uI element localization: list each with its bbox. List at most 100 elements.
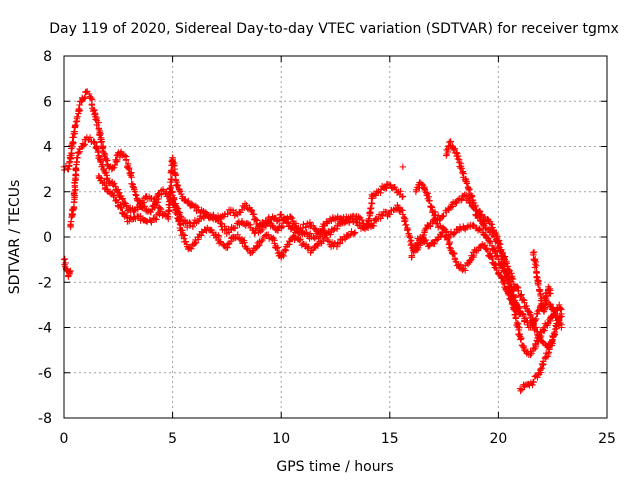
track-late-point: [469, 196, 477, 204]
track-main-point: [333, 225, 341, 233]
track-late-point: [477, 211, 485, 218]
track-lower-point: [450, 250, 458, 258]
track-upper-point: [418, 180, 426, 188]
track-upper-point: [176, 187, 184, 195]
track-lower-point: [62, 259, 69, 267]
track-lower-point: [437, 233, 445, 240]
track-upper-point: [170, 162, 178, 169]
track-late-point: [472, 203, 479, 210]
track-lower-point: [324, 236, 331, 244]
track-late-point: [454, 150, 461, 157]
track-main-point: [121, 152, 129, 159]
track-tail-point: [541, 354, 549, 362]
y-tick-label: -6: [38, 366, 52, 382]
track-upper-point: [339, 217, 346, 224]
track-main-point: [556, 301, 563, 309]
track-main-point: [122, 156, 130, 164]
track-late-point: [498, 246, 505, 253]
track-tail-point: [549, 336, 556, 344]
track-upper-point: [70, 204, 78, 212]
track-upper-point: [368, 200, 376, 207]
track-main-point: [74, 113, 81, 120]
track-lower-point: [61, 255, 69, 263]
track-lower-point: [457, 261, 464, 268]
track-late-point: [532, 324, 540, 331]
track-tail-point: [551, 328, 559, 336]
track-upper-point: [136, 203, 143, 210]
track-lower-point: [487, 250, 494, 257]
track-upper-point: [224, 210, 231, 217]
track-main-point: [514, 323, 522, 330]
track-late-point: [554, 320, 562, 327]
track-upper-point: [354, 219, 361, 226]
track-main-point: [470, 221, 477, 229]
track-main-point: [399, 211, 407, 218]
y-tick-labels: -8 -6 -4 -2 0 2 4 6 8: [38, 49, 52, 427]
track-upper-point: [302, 224, 309, 231]
y-tick-label: 0: [43, 230, 52, 246]
track-main-point: [386, 211, 393, 218]
track-lower-point: [258, 238, 265, 245]
track-main-point: [311, 234, 318, 242]
track-upper-point: [436, 217, 443, 224]
track-lower-point: [256, 239, 264, 247]
track-tail-point: [544, 350, 552, 358]
track-lower-point: [325, 238, 333, 245]
track-main-point: [93, 114, 101, 122]
track-lower-point: [67, 267, 74, 275]
x-tick-label: 10: [272, 431, 290, 447]
track-main-point: [379, 212, 386, 219]
track-upper-point: [320, 227, 327, 234]
track-late-point: [525, 308, 533, 315]
track-main-point: [132, 192, 140, 199]
track-upper-point: [157, 206, 165, 213]
track-lower-point: [439, 229, 446, 236]
track-tail-point: [537, 365, 544, 373]
track-upper-point: [372, 192, 380, 199]
track-lower-point: [181, 232, 188, 239]
track-main-point: [111, 161, 119, 169]
track-main-point: [408, 240, 415, 247]
track-upper-point: [165, 213, 172, 221]
track-upper-point: [453, 199, 460, 207]
track-main-point: [131, 188, 139, 195]
track-lower-point: [410, 247, 418, 254]
data-points: [60, 88, 565, 395]
track-late-point: [504, 263, 511, 270]
track-late-point: [514, 283, 521, 290]
track-late-point: [508, 275, 516, 282]
track-lower-point: [297, 235, 304, 243]
track-lower-point: [180, 231, 187, 239]
track-main-point: [512, 314, 519, 321]
track-main-point: [307, 230, 314, 237]
y-tick-label: 2: [43, 185, 52, 201]
track-upper-point: [397, 188, 404, 195]
track-main-point: [541, 327, 548, 334]
track-lower-point: [558, 324, 565, 331]
track-late-point: [529, 316, 536, 324]
track-upper-point: [75, 150, 82, 157]
track-lower-point: [532, 315, 540, 323]
track-upper-point: [97, 157, 104, 165]
track-lower-point: [464, 260, 472, 268]
track-upper-point: [399, 193, 407, 200]
track-upper-point: [298, 228, 306, 235]
track-upper-point: [131, 207, 138, 214]
track-main-point: [257, 228, 264, 235]
track-upper-point: [210, 211, 217, 219]
track-tail-point: [530, 248, 538, 256]
track-lower-point: [241, 239, 248, 246]
track-lower-point: [271, 237, 278, 244]
track-tail-point: [529, 381, 536, 389]
track-lower-point: [333, 243, 341, 250]
track-lower-point: [215, 232, 222, 239]
track-upper-point: [119, 195, 126, 202]
track-upper-point: [74, 154, 81, 161]
track-lower-point: [234, 231, 241, 238]
track-late-point: [556, 314, 564, 321]
x-tick-label: 5: [168, 431, 177, 447]
track-main-point: [72, 121, 79, 129]
track-main-point: [92, 116, 99, 123]
track-late-point: [530, 320, 537, 328]
track-upper-point: [424, 190, 431, 197]
